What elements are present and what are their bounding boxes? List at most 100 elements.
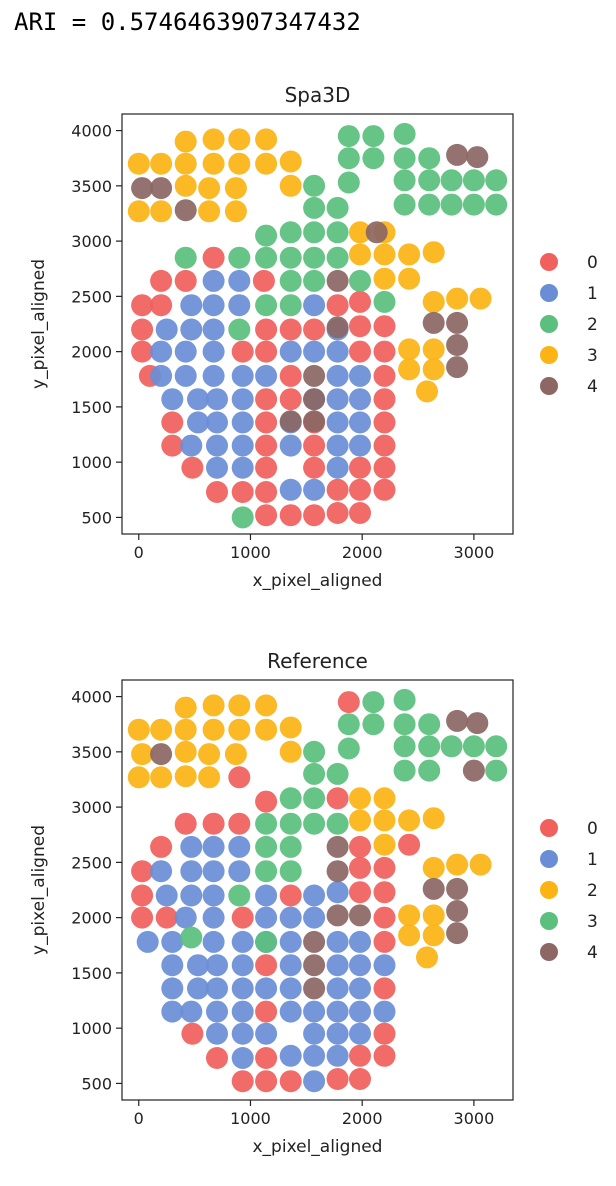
data-point-cluster-2	[279, 221, 302, 244]
data-point-cluster-1	[326, 977, 349, 1000]
legend-marker	[540, 284, 558, 302]
data-point-cluster-4	[446, 143, 469, 166]
data-point-cluster-0	[255, 318, 278, 341]
legend: 0 1 2 3 4	[540, 253, 598, 397]
data-point-cluster-1	[206, 1000, 228, 1023]
data-point-cluster-4	[446, 334, 469, 356]
data-point-cluster-2	[462, 169, 485, 192]
data-point-cluster-3	[228, 128, 251, 151]
data-point-cluster-0	[279, 884, 302, 907]
data-point-cluster-1	[161, 977, 184, 1000]
data-point-cluster-1	[174, 906, 197, 929]
data-point-cluster-1	[255, 884, 278, 907]
y-axis-label: y_pixel_aligned	[29, 825, 49, 955]
data-point-cluster-2	[373, 809, 396, 832]
data-point-cluster-2	[469, 853, 492, 876]
data-point-cluster-4	[462, 759, 485, 782]
data-point-cluster-3	[337, 737, 360, 760]
data-point-cluster-1	[279, 954, 302, 977]
data-point-cluster-2	[228, 694, 251, 717]
data-point-cluster-0	[326, 478, 349, 501]
data-point-cluster-2	[337, 147, 360, 170]
data-point-cluster-1	[349, 388, 371, 411]
data-point-cluster-2	[202, 694, 225, 717]
data-point-cluster-0	[231, 1070, 254, 1093]
data-point-cluster-1	[303, 906, 326, 929]
data-point-cluster-1	[202, 930, 225, 953]
data-point-cluster-4	[303, 410, 326, 433]
data-point-cluster-1	[202, 269, 225, 292]
data-point-cluster-3	[174, 152, 197, 175]
data-point-cluster-0	[373, 906, 396, 929]
reference-scatter-plot: Reference 0 1000 2000 3000 500 1000 1500 2000 250…	[29, 649, 598, 1157]
data-point-cluster-3	[326, 812, 349, 835]
data-point-cluster-1	[303, 478, 326, 501]
data-point-cluster-1	[187, 411, 209, 434]
data-point-cluster-1	[349, 930, 371, 953]
data-point-cluster-2	[440, 169, 463, 192]
y-tick-label: 500	[81, 508, 112, 527]
data-point-cluster-2	[228, 318, 251, 341]
data-point-cluster-1	[279, 906, 302, 929]
data-point-cluster-1	[303, 340, 326, 363]
data-point-cluster-4	[349, 904, 371, 927]
legend-label: 2	[587, 881, 598, 901]
data-point-cluster-0	[349, 1044, 371, 1067]
data-point-cluster-1	[202, 860, 225, 883]
data-point-cluster-4	[303, 930, 326, 953]
data-point-cluster-0	[373, 411, 396, 434]
data-point-cluster-1	[326, 434, 349, 457]
data-point-cluster-0	[279, 318, 302, 341]
axes-frame	[121, 113, 514, 535]
data-point-cluster-3	[469, 287, 492, 310]
data-point-cluster-1	[279, 930, 302, 953]
data-point-cluster-0	[131, 294, 154, 317]
data-point-cluster-1	[231, 456, 254, 479]
data-point-cluster-1	[231, 434, 254, 457]
data-point-cluster-4	[303, 954, 326, 977]
data-point-cluster-1	[202, 906, 225, 929]
y-tick-label: 500	[81, 1074, 112, 1093]
data-point-cluster-2	[373, 787, 396, 810]
data-point-cluster-2	[131, 743, 154, 766]
data-point-cluster-1	[326, 1022, 349, 1045]
x-tick-label: 3000	[454, 1109, 495, 1128]
data-point-cluster-0	[373, 881, 396, 904]
data-point-cluster-2	[393, 147, 416, 170]
data-point-cluster-1	[303, 1070, 326, 1093]
data-point-cluster-0	[349, 502, 371, 524]
legend-marker	[540, 912, 558, 930]
data-point-cluster-3	[393, 713, 416, 736]
x-axis-label: x_pixel_aligned	[253, 571, 383, 591]
y-tick-label: 2500	[71, 853, 112, 872]
data-point-cluster-0	[373, 856, 396, 879]
data-point-cluster-2	[279, 269, 302, 292]
data-point-cluster-3	[462, 735, 485, 758]
legend-marker	[540, 850, 558, 868]
data-point-cluster-0	[373, 364, 396, 387]
x-tick-label: 3000	[454, 543, 495, 562]
data-point-cluster-2	[398, 904, 421, 927]
data-point-cluster-0	[349, 340, 371, 363]
data-point-cluster-4	[446, 877, 469, 900]
data-point-cluster-2	[303, 196, 326, 219]
x-tick-label: 0	[134, 543, 144, 562]
data-point-cluster-1	[349, 954, 371, 977]
data-point-cluster-2	[303, 269, 326, 292]
y-tick-label: 1000	[71, 453, 112, 472]
ari-score-text: ARI = 0.5746463907347432	[14, 8, 361, 36]
data-point-cluster-2	[174, 740, 197, 763]
data-point-cluster-1	[303, 294, 326, 317]
data-point-cluster-1	[206, 456, 228, 479]
data-point-cluster-2	[373, 833, 396, 856]
data-point-cluster-0	[349, 881, 371, 904]
x-tick-label: 2000	[342, 543, 383, 562]
data-point-cluster-2	[174, 696, 197, 719]
data-point-cluster-1	[202, 364, 225, 387]
data-point-cluster-3	[224, 200, 247, 223]
data-point-cluster-3	[418, 759, 441, 782]
data-point-cluster-0	[373, 1044, 396, 1067]
data-point-cluster-1	[206, 434, 228, 457]
data-point-cluster-1	[349, 1022, 371, 1045]
legend-label: 1	[587, 284, 598, 304]
